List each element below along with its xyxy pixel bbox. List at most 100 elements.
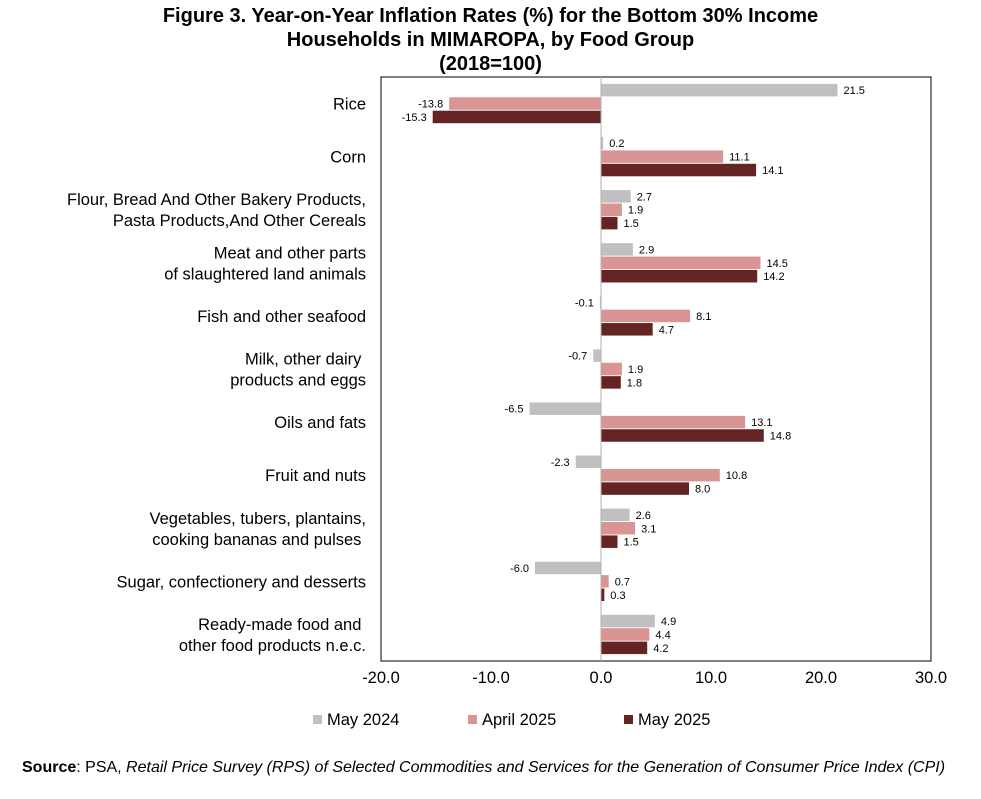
x-tick-label: 20.0 [805,669,837,687]
category-label: Milk, other dairy [245,351,366,369]
bar-may-2024-1 [601,136,604,150]
legend-label: May 2025 [638,711,711,729]
data-label: -6.5 [505,404,524,416]
category-label: Rice [333,96,366,114]
chart-title-line-1: Figure 3. Year-on-Year Inflation Rates (… [162,5,819,27]
category-label: other food products n.e.c. [179,637,366,655]
x-tick-label: -10.0 [472,669,510,687]
data-label: 2.6 [636,510,651,522]
data-label: 1.5 [624,218,639,230]
bar-may-2025-6 [601,429,764,442]
chart-title-line-2: Households in MIMAROPA, by Food Group [286,29,695,51]
bar-may-2025-2 [601,216,618,230]
data-label: -0.7 [568,351,587,363]
data-label: -6.0 [510,563,529,575]
chart-title-line-3: (2018=100) [439,53,542,75]
bar-april-2025-6 [601,415,746,429]
bar-april-2025-2 [601,203,622,216]
category-label: Fruit and nuts [265,467,366,485]
data-label: 1.5 [624,537,639,549]
data-label: -13.8 [418,99,443,111]
bar-may-2024-7 [575,455,601,469]
bar-may-2025-5 [601,376,621,389]
legend-item-may-2024: May 2024 [313,711,399,730]
bar-may-2024-9 [535,561,601,575]
bar-april-2025-0 [449,97,601,110]
data-label: 21.5 [844,85,865,97]
legend-item-april-2025: April 2025 [468,711,556,730]
data-label: 14.2 [763,271,784,283]
bar-may-2024-4 [599,296,601,309]
chart-legend: May 2024 April 2025 May 2025 [0,711,981,735]
bar-april-2025-10 [601,628,650,641]
bar-april-2025-7 [601,468,720,482]
category-label: Oils and fats [274,414,366,432]
bar-april-2025-1 [601,150,724,163]
category-label: of slaughtered land animals [164,265,366,283]
bar-may-2025-1 [601,163,757,177]
data-label: 14.5 [767,258,788,270]
chart-title: Figure 3. Year-on-Year Inflation Rates (… [0,4,981,76]
data-label: 14.1 [762,165,783,177]
data-label: 4.9 [661,616,676,628]
category-label: Pasta Products,And Other Cereals [113,212,366,230]
category-label: Sugar, confectionery and desserts [117,573,366,591]
bar-may-2024-3 [601,243,633,256]
bar-chart: 21.5 0.2 2.7 2.9 -0.1 -0.7 -6.5 -2.3 2.6 -6.0 4.9 -… [67,76,947,687]
data-label: -15.3 [402,112,427,124]
data-label: 1.9 [628,205,643,217]
data-label: 0.7 [615,576,630,588]
data-label: 10.8 [726,470,747,482]
category-label: Fish and other seafood [197,308,366,326]
x-tick-label: 30.0 [915,669,947,687]
legend-label: May 2024 [327,711,400,729]
data-label: 13.1 [751,417,772,429]
source-italic-text: Retail Price Survey (RPS) of Selected Co… [126,759,946,776]
plot-area-border [380,76,932,662]
data-label: 11.1 [729,152,750,164]
x-tick-label: 0.0 [590,669,613,687]
bar-may-2024-6 [529,402,601,415]
data-label: 1.8 [627,377,642,389]
bar-may-2025-4 [601,323,653,336]
data-label: -2.3 [551,457,570,469]
legend-item-may-2025: May 2025 [624,711,710,730]
category-label: products and eggs [230,372,366,390]
category-label: cooking bananas and pulses [152,531,366,549]
bar-may-2025-10 [601,641,648,655]
legend-label: April 2025 [482,711,557,729]
bar-may-2024-5 [593,349,601,362]
data-label: 4.2 [653,643,668,655]
bar-april-2025-4 [601,309,691,323]
category-label: Corn [330,149,366,167]
bar-may-2025-8 [601,535,618,548]
source-note: Source: PSA, Retail Price Survey (RPS) o… [22,757,962,778]
data-label: 2.7 [637,191,652,203]
x-tick-label: -20.0 [362,669,400,687]
bar-april-2025-8 [601,522,636,535]
x-tick-label: 10.0 [695,669,727,687]
data-label: 4.4 [655,629,670,641]
bar-april-2025-9 [601,575,609,588]
data-label: 14.8 [770,430,791,442]
data-label: 8.1 [696,311,711,323]
bar-april-2025-3 [601,256,761,270]
data-label: -0.1 [575,298,594,310]
category-label: Flour, Bread And Other Bakery Products, [67,191,366,209]
bar-may-2024-0 [601,83,838,97]
data-label: 3.1 [641,523,656,535]
data-label: 0.2 [609,138,624,150]
bar-april-2025-5 [601,362,622,376]
data-label: 2.9 [639,244,654,256]
data-label: 1.9 [628,364,643,376]
category-label: Vegetables, tubers, plantains, [150,510,366,528]
legend-swatch [468,715,477,724]
bar-may-2025-9 [601,588,605,602]
data-label: 4.7 [659,324,674,336]
data-label: 0.3 [610,590,625,602]
bar-may-2025-3 [601,269,758,283]
bar-may-2024-10 [601,614,655,628]
legend-swatch [624,715,633,724]
bar-may-2024-8 [601,508,630,522]
bar-may-2025-7 [601,482,689,495]
